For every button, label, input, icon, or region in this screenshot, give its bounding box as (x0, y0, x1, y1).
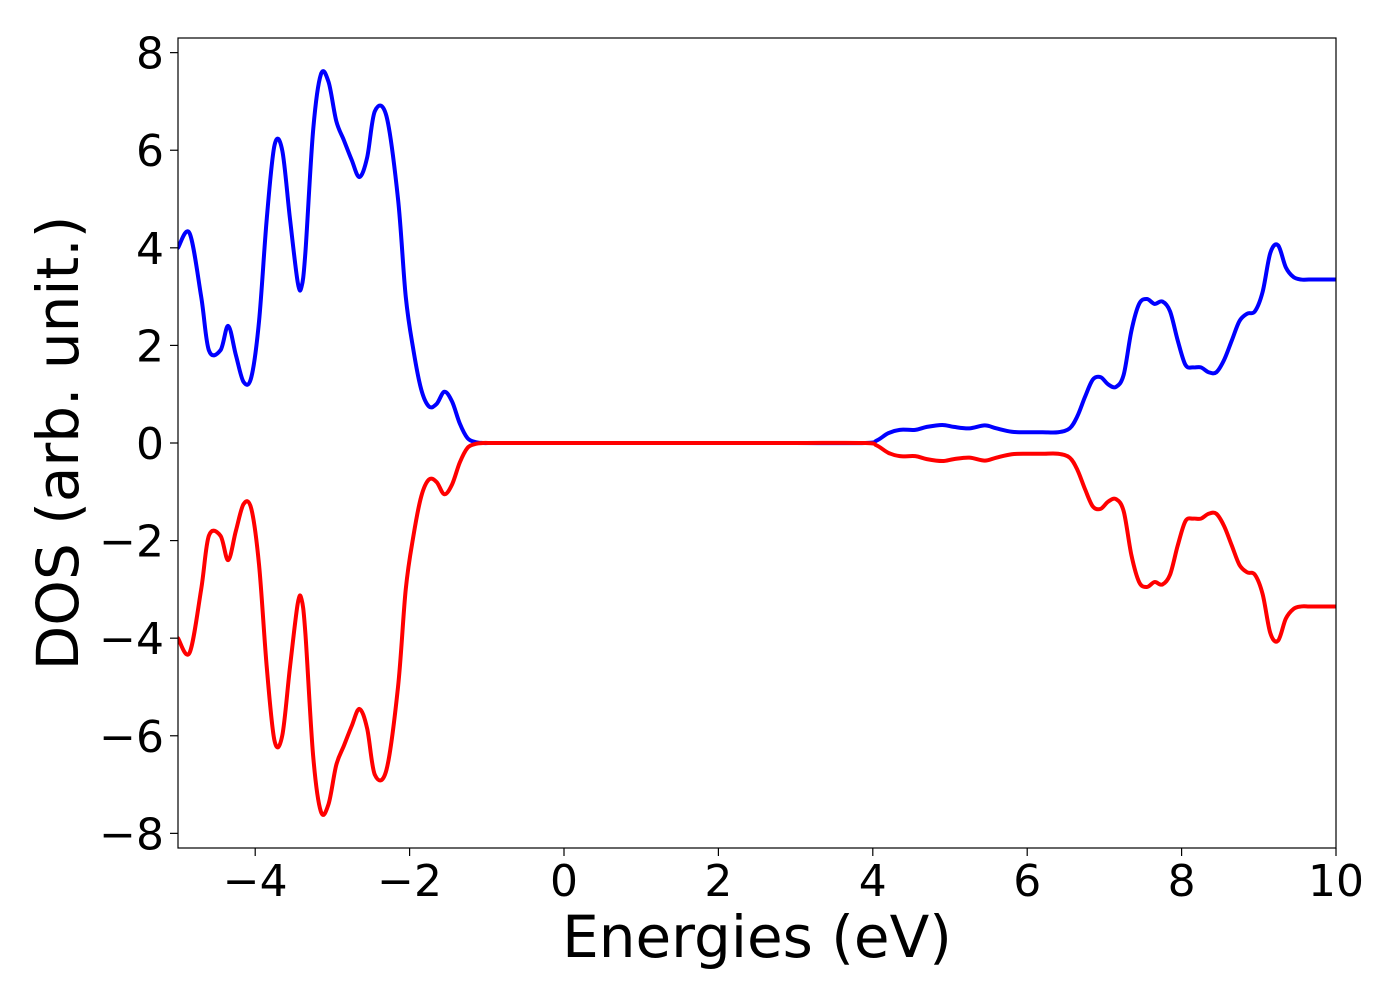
y-tick-label: 8 (136, 29, 164, 80)
y-tick-label: −4 (99, 614, 164, 665)
y-tick-label: 2 (136, 321, 164, 372)
x-tick-label: 8 (1168, 856, 1196, 907)
x-tick-label: 6 (1013, 856, 1041, 907)
y-tick-label: 6 (136, 126, 164, 177)
x-tick-label: −2 (377, 856, 442, 907)
x-tick-label: 10 (1308, 856, 1364, 907)
x-axis: −4 −2 0 2 4 6 8 10 (223, 848, 1364, 907)
x-tick-label: 0 (550, 856, 578, 907)
y-tick-label: 4 (136, 224, 164, 275)
y-axis-title: DOS (arb. unit.) (24, 216, 92, 671)
dos-line-negative (178, 440, 1336, 817)
x-tick-label: 4 (859, 856, 887, 907)
dos-line-positive (178, 69, 1336, 446)
y-axis: 8 6 4 2 0 −2 −4 −6 −8 (99, 29, 178, 860)
x-tick-label: −4 (223, 856, 288, 907)
x-tick-label: 2 (704, 856, 732, 907)
y-tick-label: −6 (99, 712, 164, 763)
x-axis-title: Energies (eV) (562, 903, 952, 971)
y-tick-label: −8 (99, 809, 164, 860)
y-tick-label: 0 (136, 419, 164, 470)
series-layer (178, 69, 1336, 817)
y-tick-label: −2 (99, 517, 164, 568)
